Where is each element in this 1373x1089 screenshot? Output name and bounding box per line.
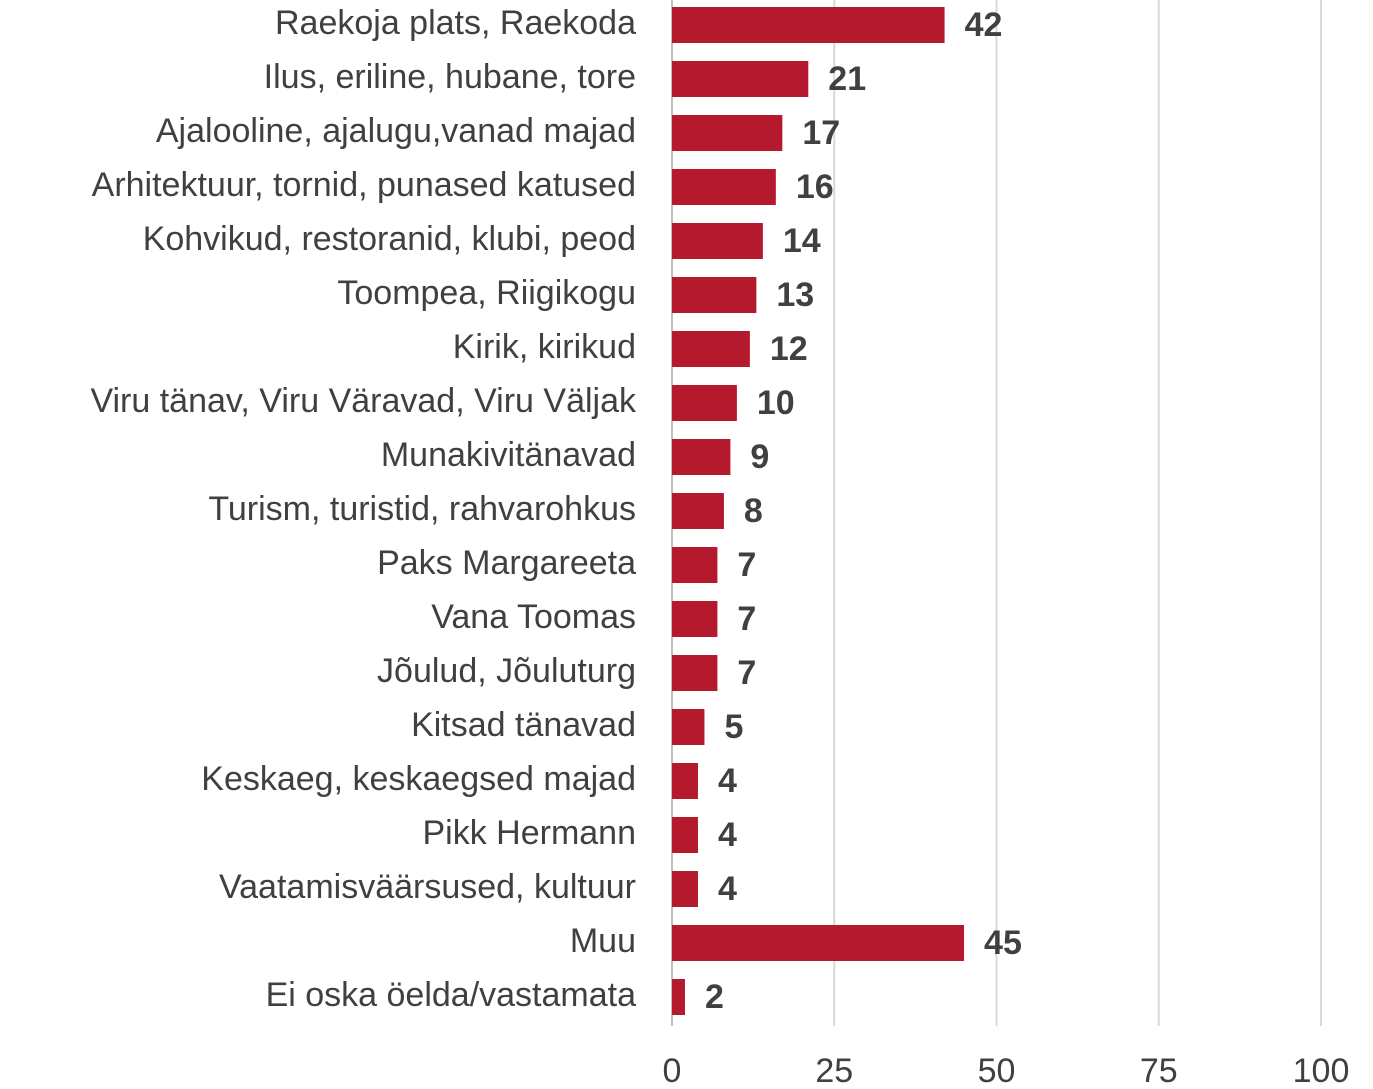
bar bbox=[672, 709, 705, 745]
value-label: 7 bbox=[737, 600, 756, 638]
value-label: 14 bbox=[783, 222, 821, 260]
value-label: 42 bbox=[965, 6, 1003, 44]
bar bbox=[672, 925, 965, 961]
value-label: 5 bbox=[724, 708, 743, 746]
value-label: 4 bbox=[718, 816, 737, 854]
y-tick-label: Keskaeg, keskaegsed majad bbox=[201, 760, 636, 798]
y-tick-label: Ei oska öelda/vastamata bbox=[266, 976, 637, 1014]
y-tick-label: Vana Toomas bbox=[431, 598, 636, 636]
value-label: 10 bbox=[757, 384, 795, 422]
y-tick-label: Kohvikud, restoranid, klubi, peod bbox=[143, 220, 636, 258]
bar bbox=[672, 115, 783, 151]
x-tick-label: 0 bbox=[663, 1052, 682, 1089]
bar bbox=[672, 277, 757, 313]
value-label: 4 bbox=[718, 870, 737, 908]
value-label: 12 bbox=[770, 330, 808, 368]
x-tick-label: 50 bbox=[978, 1052, 1016, 1089]
bar bbox=[672, 601, 718, 637]
y-tick-label: Paks Margareeta bbox=[377, 544, 636, 582]
bar bbox=[672, 61, 809, 97]
bar bbox=[672, 763, 698, 799]
bar bbox=[672, 817, 698, 853]
bar bbox=[672, 979, 685, 1015]
y-tick-label: Ilus, eriline, hubane, tore bbox=[264, 58, 636, 96]
value-label: 16 bbox=[796, 168, 834, 206]
bar bbox=[672, 7, 945, 43]
value-label: 13 bbox=[776, 276, 814, 314]
value-label: 8 bbox=[744, 492, 763, 530]
y-tick-label: Arhitektuur, tornid, punased katused bbox=[92, 166, 636, 204]
y-tick-label: Raekoja plats, Raekoda bbox=[275, 4, 636, 42]
bar bbox=[672, 655, 718, 691]
x-tick-label: 75 bbox=[1140, 1052, 1178, 1089]
x-tick-label: 100 bbox=[1293, 1052, 1350, 1089]
x-tick-label: 25 bbox=[815, 1052, 853, 1089]
y-tick-label: Turism, turistid, rahvarohkus bbox=[208, 490, 636, 528]
y-tick-label: Ajalooline, ajalugu,vanad majad bbox=[156, 112, 636, 150]
y-tick-label: Pikk Hermann bbox=[422, 814, 636, 852]
bar bbox=[672, 493, 724, 529]
value-label: 4 bbox=[718, 762, 737, 800]
value-label: 7 bbox=[737, 654, 756, 692]
value-label: 2 bbox=[705, 978, 724, 1016]
y-tick-label: Viru tänav, Viru Väravad, Viru Väljak bbox=[90, 382, 637, 420]
bar bbox=[672, 331, 750, 367]
value-label: 45 bbox=[984, 924, 1022, 962]
bar bbox=[672, 385, 737, 421]
y-tick-label: Muu bbox=[570, 922, 636, 960]
y-tick-label: Jõulud, Jõuluturg bbox=[377, 652, 636, 690]
y-tick-label: Toompea, Riigikogu bbox=[337, 274, 636, 312]
bar bbox=[672, 439, 731, 475]
y-tick-label: Vaatamisväärsused, kultuur bbox=[219, 868, 636, 906]
bar bbox=[672, 169, 776, 205]
bar bbox=[672, 547, 718, 583]
value-label: 21 bbox=[828, 60, 866, 98]
value-label: 7 bbox=[737, 546, 756, 584]
y-tick-label: Kirik, kirikud bbox=[453, 328, 636, 366]
value-label: 17 bbox=[802, 114, 840, 152]
bar bbox=[672, 871, 698, 907]
y-tick-label: Kitsad tänavad bbox=[411, 706, 636, 744]
bar bbox=[672, 223, 763, 259]
y-tick-label: Munakivitänavad bbox=[381, 436, 636, 474]
value-label: 9 bbox=[750, 438, 769, 476]
